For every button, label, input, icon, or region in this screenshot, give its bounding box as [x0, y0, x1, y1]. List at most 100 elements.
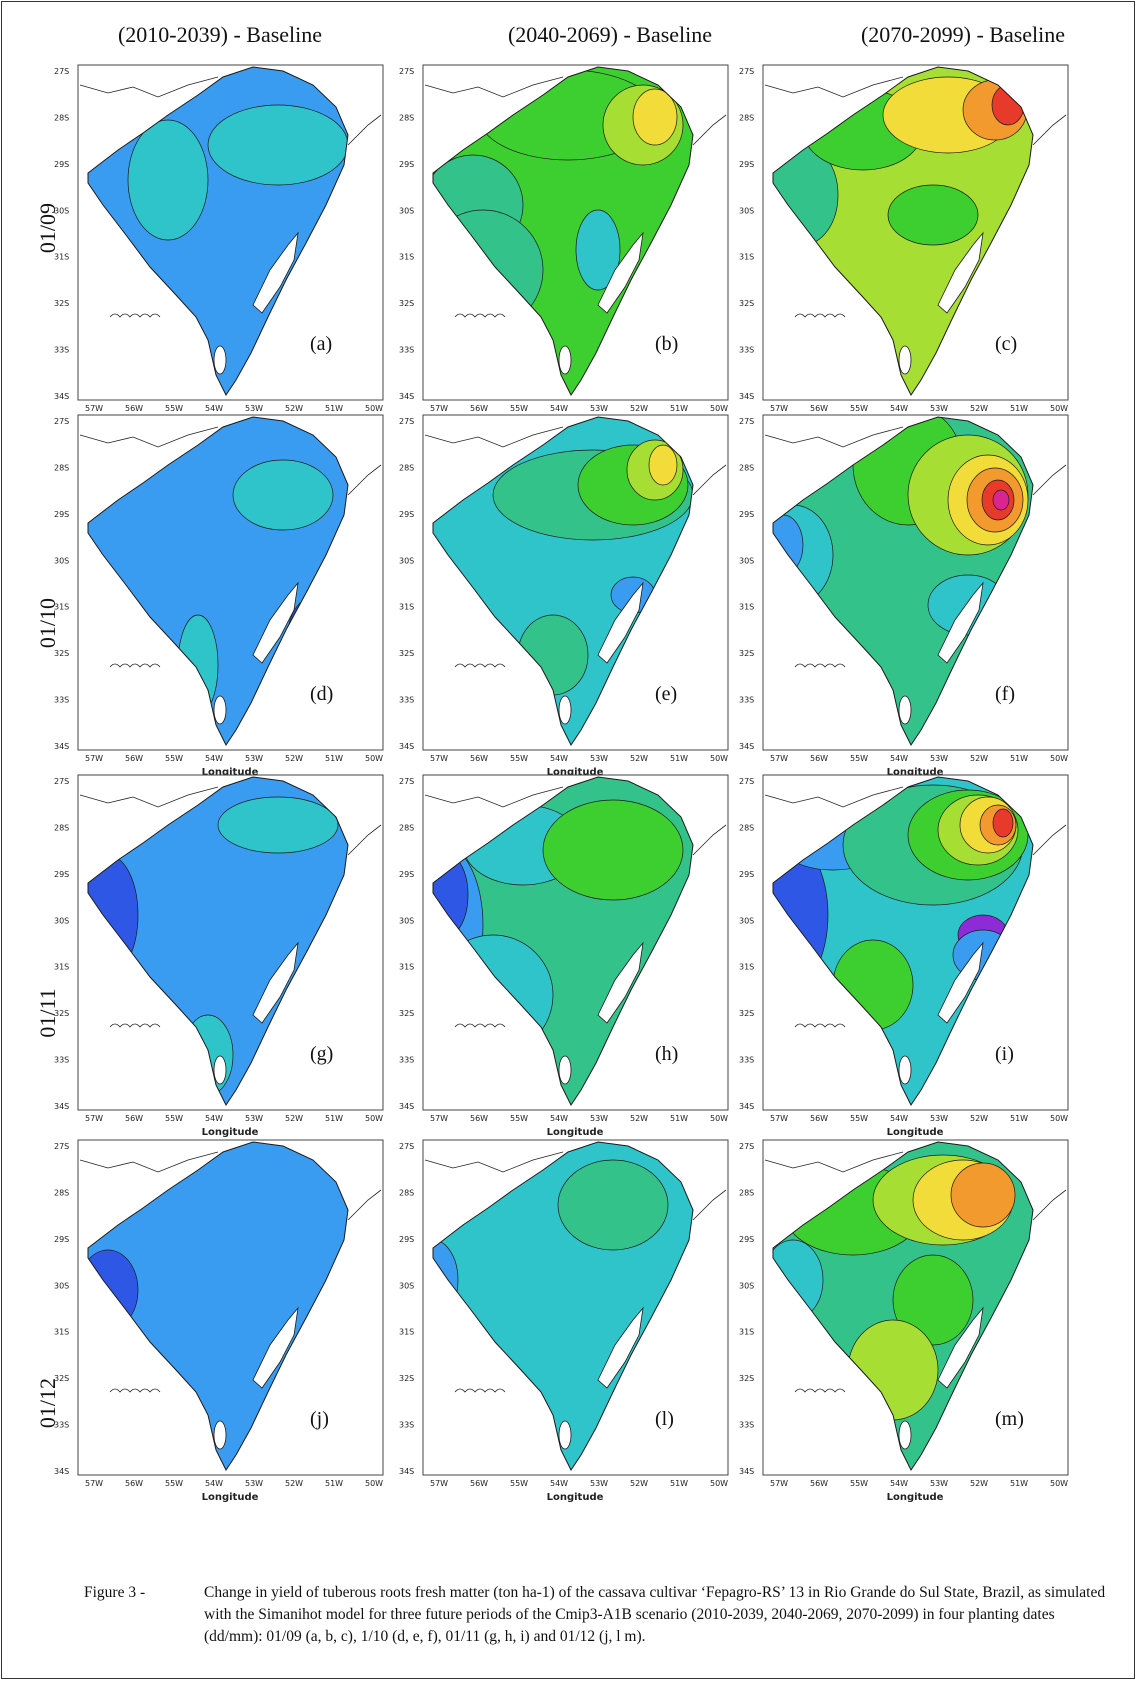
lagoon	[937, 941, 984, 1024]
map-svg-1: 27S 28S 29S 30S 31S 32S 33S 34S 57W 56W 55W 54W 53W 5…	[54, 64, 384, 428]
state-outline	[432, 1141, 694, 1471]
lon-tick-label: 51W	[670, 404, 688, 413]
figure-caption: Figure 3 - Change in yield of tuberous r…	[84, 1582, 1114, 1648]
lat-tick-label: 31S	[739, 963, 754, 972]
lon-tick-label: 53W	[930, 1479, 948, 1488]
contour-zone	[542, 799, 684, 901]
state-outline	[87, 416, 349, 746]
lon-tick-label: 56W	[810, 754, 828, 763]
lat-tick-label: 30S	[399, 916, 414, 925]
column-title-3: (2070-2099) - Baseline	[860, 22, 1066, 47]
lat-tick-label: 30S	[739, 1281, 754, 1290]
lat-tick-label: 33S	[399, 1421, 414, 1430]
lat-tick-label: 27S	[54, 777, 69, 786]
map-panel-3: 27S 28S 29S 30S 31S 32S 33S 34S 57W 56W 55W 54W 53W 5…	[733, 55, 1078, 430]
reference-mark	[454, 1023, 506, 1028]
lat-tick-label: 28S	[739, 113, 754, 122]
map-panel-4: 27S 28S 29S 30S 31S 32S 33S 34S 57W 56W 55W 54W 53W 5…	[48, 405, 393, 780]
lat-tick-label: 34S	[399, 742, 414, 751]
lat-tick-label: 34S	[399, 1467, 414, 1476]
lon-tick-label: 56W	[810, 1114, 828, 1123]
lon-tick-label: 50W	[365, 404, 383, 413]
lat-tick-label: 28S	[54, 1188, 69, 1197]
lat-tick-label: 33S	[399, 696, 414, 705]
map-svg-5: 27S 28S 29S 30S 31S 32S 33S 34S 57W 56W 55W 54W 53W 5…	[393, 414, 729, 778]
lagoon	[252, 581, 299, 664]
lat-tick-label: 32S	[739, 1009, 754, 1018]
lon-tick-label: 52W	[285, 754, 303, 763]
lon-tick-label: 54W	[890, 1114, 908, 1123]
lon-tick-label: 55W	[165, 1114, 183, 1123]
lat-tick-label: 30S	[54, 916, 69, 925]
border-line	[424, 1151, 727, 1221]
border-line	[424, 426, 727, 496]
lagoon	[597, 231, 644, 314]
lon-tick-label: 57W	[770, 404, 788, 413]
map-panel-9: 27S 28S 29S 30S 31S 32S 33S 34S 57W 56W 55W 54W 53W 5…	[733, 765, 1078, 1140]
lon-tick-label: 57W	[770, 1479, 788, 1488]
panel-letter: (h)	[655, 1043, 678, 1065]
lon-tick-label: 52W	[970, 404, 988, 413]
lon-tick-label: 51W	[325, 1479, 343, 1488]
lon-tick-label: 57W	[770, 754, 788, 763]
map-svg-11: 27S 28S 29S 30S 31S 32S 33S 34S 57W 56W 55W 54W 53W 5…	[393, 1139, 729, 1503]
lon-tick-label: 54W	[205, 1114, 223, 1123]
lon-tick-label: 55W	[850, 1479, 868, 1488]
lagoon-small	[213, 1055, 227, 1085]
lat-tick-label: 31S	[54, 253, 69, 262]
lon-tick-label: 50W	[710, 1479, 728, 1488]
lon-tick-label: 56W	[125, 754, 143, 763]
lat-tick-label: 28S	[399, 463, 414, 472]
lon-tick-label: 56W	[125, 1479, 143, 1488]
map-svg-6: 27S 28S 29S 30S 31S 32S 33S 34S 57W 56W 55W 54W 53W 5…	[733, 414, 1069, 778]
lon-tick-label: 50W	[710, 404, 728, 413]
lat-tick-label: 30S	[739, 916, 754, 925]
lat-tick-label: 29S	[54, 870, 69, 879]
map-panel-7: 27S 28S 29S 30S 31S 32S 33S 34S 57W 56W 55W 54W 53W 5…	[48, 765, 393, 1140]
lat-tick-label: 28S	[54, 463, 69, 472]
lagoon	[937, 231, 984, 314]
lon-tick-label: 53W	[590, 404, 608, 413]
map-panel-10: 27S 28S 29S 30S 31S 32S 33S 34S 57W 56W 55W 54W 53W 5…	[48, 1130, 393, 1505]
lat-tick-label: 27S	[54, 417, 69, 426]
state-outline	[87, 1141, 349, 1471]
x-axis-label: Longitude	[887, 767, 944, 778]
lon-tick-label: 53W	[590, 1114, 608, 1123]
lon-tick-label: 55W	[510, 1114, 528, 1123]
lat-tick-label: 32S	[399, 1009, 414, 1018]
contour-zone	[887, 184, 979, 246]
lon-tick-label: 57W	[430, 754, 448, 763]
lat-tick-label: 30S	[399, 556, 414, 565]
lon-tick-label: 55W	[510, 1479, 528, 1488]
map-panel-8: 27S 28S 29S 30S 31S 32S 33S 34S 57W 56W 55W 54W 53W 5…	[393, 765, 738, 1140]
panel-letter: (j)	[310, 1408, 329, 1430]
lon-tick-label: 50W	[1050, 754, 1068, 763]
state-outline	[772, 416, 1034, 746]
lat-tick-label: 29S	[399, 1235, 414, 1244]
contour-zone	[207, 104, 348, 186]
lat-tick-label: 34S	[399, 392, 414, 401]
lagoon-small	[898, 695, 912, 725]
lagoon	[937, 581, 984, 664]
lat-tick-label: 31S	[54, 603, 69, 612]
map-panel-5: 27S 28S 29S 30S 31S 32S 33S 34S 57W 56W 55W 54W 53W 5…	[393, 405, 738, 780]
lagoon-small	[898, 1420, 912, 1450]
contour-zone	[632, 88, 678, 146]
reference-mark	[794, 1388, 846, 1393]
lat-tick-label: 28S	[739, 823, 754, 832]
lon-tick-label: 50W	[1050, 1479, 1068, 1488]
lon-tick-label: 52W	[970, 754, 988, 763]
lon-tick-label: 55W	[850, 1114, 868, 1123]
lat-tick-label: 28S	[399, 113, 414, 122]
lon-tick-label: 53W	[930, 404, 948, 413]
lon-tick-label: 50W	[710, 1114, 728, 1123]
lat-tick-label: 29S	[54, 1235, 69, 1244]
lagoon-small	[898, 1055, 912, 1085]
map-panel-12: 27S 28S 29S 30S 31S 32S 33S 34S 57W 56W 55W 54W 53W 5…	[733, 1130, 1078, 1505]
lon-tick-label: 50W	[365, 754, 383, 763]
lagoon	[252, 941, 299, 1024]
lat-tick-label: 30S	[54, 1281, 69, 1290]
lon-tick-label: 53W	[245, 404, 263, 413]
lat-tick-label: 32S	[739, 299, 754, 308]
